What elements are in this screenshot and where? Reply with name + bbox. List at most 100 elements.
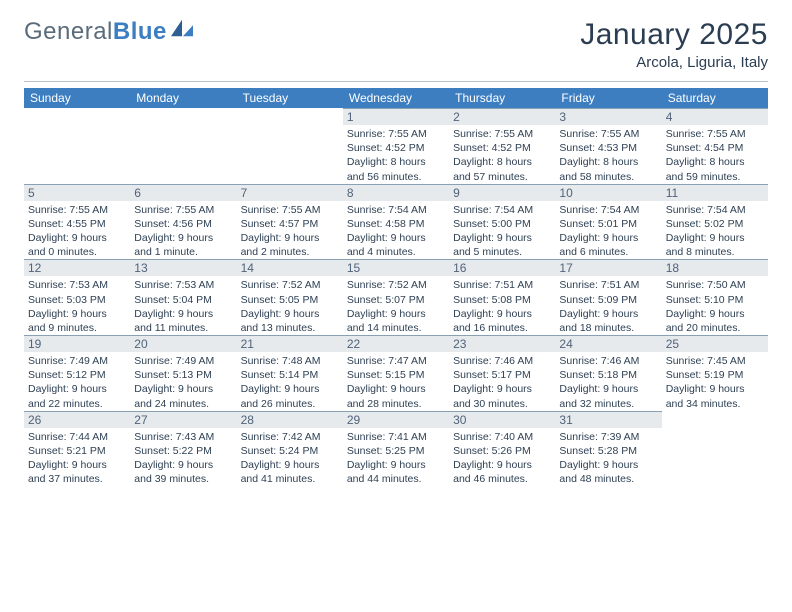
sunrise-line: Sunrise: 7:54 AM <box>559 203 657 217</box>
calendar-cell: 1 Sunrise: 7:55 AMSunset: 4:52 PMDaylight… <box>343 108 449 184</box>
calendar-cell: 27Sunrise: 7:43 AMSunset: 5:22 PMDayligh… <box>130 411 236 487</box>
day-number: 1 <box>343 108 449 125</box>
sunrise-line: Sunrise: 7:40 AM <box>453 430 551 444</box>
day-number: 23 <box>449 335 555 352</box>
day-number: 30 <box>449 411 555 428</box>
sunset-line: Sunset: 5:02 PM <box>666 217 764 231</box>
calendar-row: 5Sunrise: 7:55 AMSunset: 4:55 PMDaylight… <box>24 184 768 260</box>
day-info: Sunrise: 7:55 AMSunset: 4:57 PMDaylight:… <box>237 201 343 260</box>
sunset-line: Sunset: 4:56 PM <box>134 217 232 231</box>
sunset-line: Sunset: 5:24 PM <box>241 444 339 458</box>
month-title: January 2025 <box>580 18 768 52</box>
calendar-cell: 25Sunrise: 7:45 AMSunset: 5:19 PMDayligh… <box>662 335 768 411</box>
day-number: 20 <box>130 335 236 352</box>
sunset-line: Sunset: 4:52 PM <box>347 141 445 155</box>
sunrise-line: Sunrise: 7:55 AM <box>28 203 126 217</box>
day-number: 22 <box>343 335 449 352</box>
sunrise-line: Sunrise: 7:43 AM <box>134 430 232 444</box>
day-number: 18 <box>662 259 768 276</box>
day-number: 16 <box>449 259 555 276</box>
calendar-cell: 10Sunrise: 7:54 AMSunset: 5:01 PMDayligh… <box>555 184 661 260</box>
day-number: 15 <box>343 259 449 276</box>
daylight-line: Daylight: 8 hours and 56 minutes. <box>347 155 445 183</box>
sunset-line: Sunset: 5:26 PM <box>453 444 551 458</box>
sunset-line: Sunset: 5:14 PM <box>241 368 339 382</box>
calendar-cell: 6Sunrise: 7:55 AMSunset: 4:56 PMDaylight… <box>130 184 236 260</box>
day-number: 28 <box>237 411 343 428</box>
sunset-line: Sunset: 5:12 PM <box>28 368 126 382</box>
day-number: 27 <box>130 411 236 428</box>
daylight-line: Daylight: 9 hours and 5 minutes. <box>453 231 551 259</box>
calendar-cell: 28Sunrise: 7:42 AMSunset: 5:24 PMDayligh… <box>237 411 343 487</box>
sunrise-line: Sunrise: 7:53 AM <box>134 278 232 292</box>
daylight-line: Daylight: 9 hours and 0 minutes. <box>28 231 126 259</box>
sunrise-line: Sunrise: 7:52 AM <box>347 278 445 292</box>
calendar-cell: 2Sunrise: 7:55 AMSunset: 4:52 PMDaylight… <box>449 108 555 184</box>
calendar-row: 19Sunrise: 7:49 AMSunset: 5:12 PMDayligh… <box>24 335 768 411</box>
sunrise-line: Sunrise: 7:46 AM <box>559 354 657 368</box>
day-info: Sunrise: 7:55 AMSunset: 4:53 PMDaylight:… <box>555 125 661 184</box>
logo-sail-icon <box>171 19 193 37</box>
daylight-line: Daylight: 9 hours and 9 minutes. <box>28 307 126 335</box>
day-info: Sunrise: 7:43 AMSunset: 5:22 PMDaylight:… <box>130 428 236 487</box>
sunrise-line: Sunrise: 7:54 AM <box>453 203 551 217</box>
daylight-line: Daylight: 9 hours and 6 minutes. <box>559 231 657 259</box>
weekday-header: Wednesday <box>343 88 449 108</box>
calendar-cell: 8Sunrise: 7:54 AMSunset: 4:58 PMDaylight… <box>343 184 449 260</box>
daylight-line: Daylight: 9 hours and 18 minutes. <box>559 307 657 335</box>
day-number: 6 <box>130 184 236 201</box>
day-info: Sunrise: 7:54 AMSunset: 5:02 PMDaylight:… <box>662 201 768 260</box>
calendar-row: 12Sunrise: 7:53 AMSunset: 5:03 PMDayligh… <box>24 259 768 335</box>
daylight-line: Daylight: 9 hours and 20 minutes. <box>666 307 764 335</box>
sunset-line: Sunset: 5:13 PM <box>134 368 232 382</box>
day-info: Sunrise: 7:54 AMSunset: 4:58 PMDaylight:… <box>343 201 449 260</box>
calendar-cell <box>237 108 343 184</box>
day-info: Sunrise: 7:54 AMSunset: 5:01 PMDaylight:… <box>555 201 661 260</box>
sunset-line: Sunset: 5:25 PM <box>347 444 445 458</box>
sunrise-line: Sunrise: 7:55 AM <box>134 203 232 217</box>
day-number: 11 <box>662 184 768 201</box>
day-info: Sunrise: 7:46 AMSunset: 5:17 PMDaylight:… <box>449 352 555 411</box>
sunrise-line: Sunrise: 7:53 AM <box>28 278 126 292</box>
day-info: Sunrise: 7:53 AMSunset: 5:03 PMDaylight:… <box>24 276 130 335</box>
day-number: 13 <box>130 259 236 276</box>
weekday-header: Sunday <box>24 88 130 108</box>
daylight-line: Daylight: 9 hours and 39 minutes. <box>134 458 232 486</box>
daylight-line: Daylight: 9 hours and 32 minutes. <box>559 382 657 410</box>
weekday-header: Monday <box>130 88 236 108</box>
sunrise-line: Sunrise: 7:54 AM <box>666 203 764 217</box>
sunrise-line: Sunrise: 7:52 AM <box>241 278 339 292</box>
top-rule <box>24 81 768 82</box>
daylight-line: Daylight: 9 hours and 24 minutes. <box>134 382 232 410</box>
calendar-cell: 23Sunrise: 7:46 AMSunset: 5:17 PMDayligh… <box>449 335 555 411</box>
daylight-line: Daylight: 9 hours and 13 minutes. <box>241 307 339 335</box>
sunset-line: Sunset: 5:18 PM <box>559 368 657 382</box>
daylight-line: Daylight: 8 hours and 57 minutes. <box>453 155 551 183</box>
sunrise-line: Sunrise: 7:55 AM <box>347 127 445 141</box>
calendar-cell: 22Sunrise: 7:47 AMSunset: 5:15 PMDayligh… <box>343 335 449 411</box>
day-number: 21 <box>237 335 343 352</box>
calendar-cell: 21Sunrise: 7:48 AMSunset: 5:14 PMDayligh… <box>237 335 343 411</box>
day-info: Sunrise: 7:40 AMSunset: 5:26 PMDaylight:… <box>449 428 555 487</box>
day-info: Sunrise: 7:47 AMSunset: 5:15 PMDaylight:… <box>343 352 449 411</box>
daylight-line: Daylight: 8 hours and 59 minutes. <box>666 155 764 183</box>
daylight-line: Daylight: 9 hours and 8 minutes. <box>666 231 764 259</box>
calendar-cell: 11Sunrise: 7:54 AMSunset: 5:02 PMDayligh… <box>662 184 768 260</box>
calendar-table: SundayMondayTuesdayWednesdayThursdayFrid… <box>24 88 768 486</box>
day-info: Sunrise: 7:53 AMSunset: 5:04 PMDaylight:… <box>130 276 236 335</box>
day-number: 10 <box>555 184 661 201</box>
sunset-line: Sunset: 5:04 PM <box>134 293 232 307</box>
daylight-line: Daylight: 9 hours and 11 minutes. <box>134 307 232 335</box>
logo-text: GeneralBlue <box>24 18 167 46</box>
sunrise-line: Sunrise: 7:49 AM <box>28 354 126 368</box>
sunset-line: Sunset: 4:57 PM <box>241 217 339 231</box>
day-number: 14 <box>237 259 343 276</box>
calendar-cell: 12Sunrise: 7:53 AMSunset: 5:03 PMDayligh… <box>24 259 130 335</box>
sunrise-line: Sunrise: 7:51 AM <box>453 278 551 292</box>
calendar-cell: 4Sunrise: 7:55 AMSunset: 4:54 PMDaylight… <box>662 108 768 184</box>
sunrise-line: Sunrise: 7:54 AM <box>347 203 445 217</box>
day-number: 9 <box>449 184 555 201</box>
calendar-row: 1Sunrise: 7:55 AMSunset: 4:52 PMDaylight… <box>24 108 768 184</box>
sunset-line: Sunset: 5:09 PM <box>559 293 657 307</box>
logo-part2: Blue <box>113 18 167 45</box>
